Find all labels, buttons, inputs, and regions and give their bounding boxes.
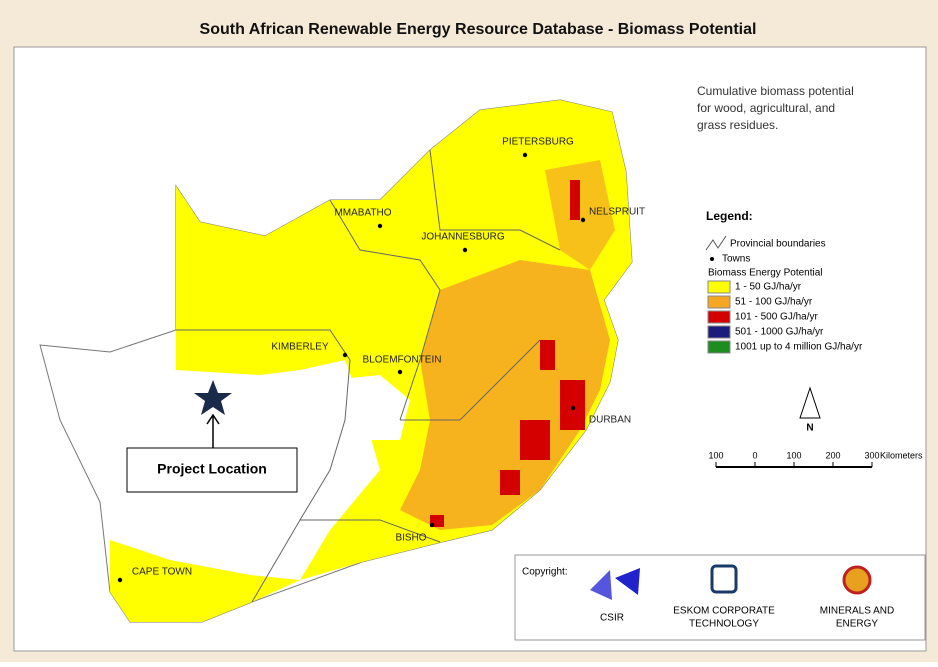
north-label: N [806, 423, 813, 434]
town-dot [397, 369, 403, 375]
eskom-logo [710, 564, 738, 594]
red-patches [430, 180, 585, 527]
logo-label: ENERGY [836, 619, 879, 630]
town-dot [377, 223, 383, 229]
legend-swatch [707, 340, 731, 354]
town-dot [570, 405, 576, 411]
town-label: JOHANNESBURG [421, 232, 505, 243]
arrow-head [206, 413, 220, 425]
orange-zone [400, 260, 610, 530]
csir-logo-2 [615, 568, 640, 595]
legend-swatch [707, 280, 731, 294]
town-label: PIETERSBURG [502, 137, 574, 148]
annotation-box [126, 447, 298, 493]
legend-towns: Towns [722, 254, 750, 265]
copyright-label: Copyright: [522, 567, 568, 578]
town-label: BISHO [395, 533, 426, 544]
north-arrow [799, 386, 821, 419]
scale-unit: Kilometers [880, 450, 923, 460]
town-dot [429, 522, 435, 528]
legend-swatch [707, 310, 731, 324]
logo-label: ESKOM CORPORATE [673, 606, 775, 617]
legend-label: 51 - 100 GJ/ha/yr [735, 297, 813, 308]
csir-logo [590, 570, 612, 600]
town-dot [462, 247, 468, 253]
provincial-boundaries [176, 149, 561, 603]
town-dot [522, 152, 528, 158]
legend-label: 101 - 500 GJ/ha/yr [735, 312, 818, 323]
scale-label: 100 [786, 450, 801, 460]
description: grass residues. [697, 118, 778, 132]
legend-boundaries: Provincial boundaries [730, 239, 826, 250]
town-dot [117, 577, 123, 583]
scale-label: 0 [752, 450, 757, 460]
legend-label: 1001 up to 4 million GJ/ha/yr [735, 342, 863, 353]
town-label: BLOEMFONTEIN [363, 355, 442, 366]
legend-heading: Biomass Energy Potential [708, 268, 823, 279]
title: South African Renewable Energy Resource … [200, 21, 757, 38]
legend-label: 501 - 1000 GJ/ha/yr [735, 327, 824, 338]
legend-title: Legend: [706, 209, 753, 223]
description: for wood, agricultural, and [697, 101, 835, 115]
logo-label: MINERALS AND [820, 606, 894, 617]
town-label: MMABATHO [334, 208, 391, 219]
description: Cumulative biomass potential [697, 84, 854, 98]
scale-label: 100 [708, 450, 723, 460]
legend-swatch [707, 295, 731, 309]
white-freestate [330, 375, 410, 440]
town-label: NELSPRUIT [589, 207, 645, 218]
legend-label: 1 - 50 GJ/ha/yr [735, 282, 802, 293]
project-star [194, 380, 232, 415]
boundary-symbol [705, 235, 727, 251]
town-dot [342, 352, 348, 358]
town-symbol [710, 257, 714, 261]
annotation: Project Location [157, 461, 267, 477]
town-label: CAPE TOWN [132, 567, 192, 578]
scale-label: 200 [825, 450, 840, 460]
dme-logo [842, 565, 872, 595]
town-label: DURBAN [589, 415, 631, 426]
town-label: KIMBERLEY [271, 342, 329, 353]
logo-label: TECHNOLOGY [689, 619, 759, 630]
legend-swatch [707, 325, 731, 339]
logo-label: CSIR [600, 613, 624, 624]
town-dot [580, 217, 586, 223]
scale-label: 300 [864, 450, 879, 460]
